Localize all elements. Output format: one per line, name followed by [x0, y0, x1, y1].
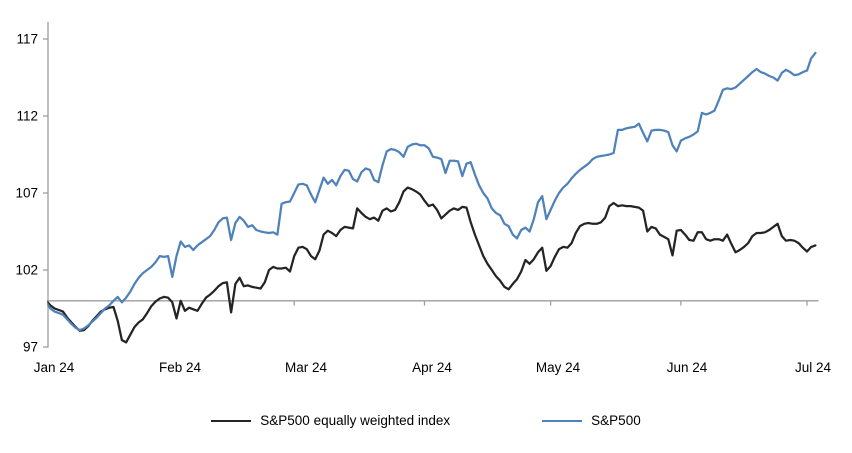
x-tick-label: Mar 24: [285, 360, 328, 375]
y-tick-label: 102: [15, 263, 38, 278]
y-tick-label: 107: [15, 186, 38, 201]
sp500-series-line: [47, 51, 817, 332]
x-tick-label: Jul 24: [795, 360, 832, 375]
y-tick-label: 97: [23, 340, 38, 355]
x-tick-label: Jan 24: [34, 360, 75, 375]
chart-legend: S&P500 equally weighted index S&P500: [0, 413, 852, 428]
equal-weight-line-swatch-icon: [211, 419, 252, 422]
sp500-line-swatch-icon: [542, 419, 583, 422]
legend-label-equal-weight: S&P500 equally weighted index: [260, 413, 451, 428]
x-tick-label: Jun 24: [667, 360, 708, 375]
equal-weight-series-line: [47, 186, 817, 344]
legend-item-equal-weight: S&P500 equally weighted index: [211, 413, 450, 428]
legend-label-sp500: S&P500: [591, 413, 641, 428]
y-tick-label: 112: [16, 109, 38, 124]
legend-item-sp500: S&P500: [542, 413, 641, 428]
x-tick-label: Apr 24: [412, 360, 452, 375]
x-tick-label: Feb 24: [159, 360, 202, 375]
x-tick-label: May 24: [536, 360, 581, 375]
y-tick-label: 117: [16, 32, 38, 47]
